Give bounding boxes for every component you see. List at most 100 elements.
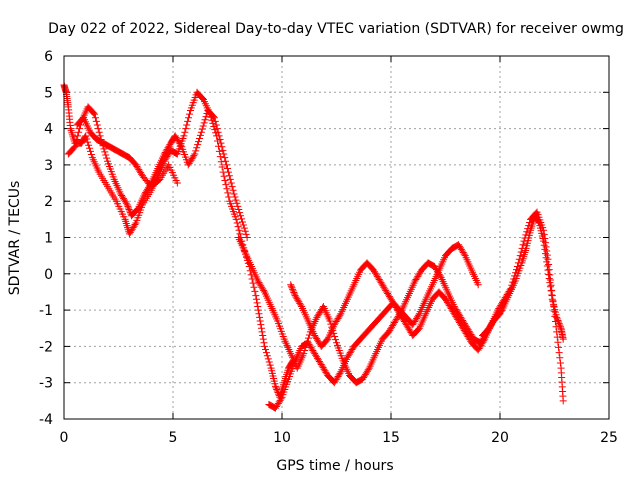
data-point xyxy=(221,154,229,162)
data-point xyxy=(211,117,219,125)
data-point xyxy=(182,125,190,133)
data-point xyxy=(556,323,564,331)
data-point xyxy=(553,333,561,341)
data-point xyxy=(540,237,548,245)
data-point xyxy=(74,132,82,140)
data-point xyxy=(213,125,221,133)
y-tick-label: 3 xyxy=(44,158,53,174)
data-point xyxy=(287,282,295,290)
data-point xyxy=(124,202,132,210)
data-point xyxy=(173,179,181,187)
data-point xyxy=(103,154,111,162)
y-tick-label: -4 xyxy=(39,412,53,428)
data-point xyxy=(545,266,553,274)
data-point xyxy=(260,286,268,294)
data-point xyxy=(180,132,188,140)
data-point xyxy=(198,125,206,133)
data-point xyxy=(86,144,94,152)
data-point xyxy=(262,349,270,357)
data-point xyxy=(547,287,555,295)
data-point xyxy=(91,114,99,122)
data-point xyxy=(217,139,225,147)
data-point xyxy=(548,291,556,299)
data-point xyxy=(230,190,238,198)
data-point xyxy=(261,346,269,354)
data-point xyxy=(241,227,249,235)
data-point xyxy=(545,270,553,278)
data-point xyxy=(197,128,205,136)
data-point xyxy=(216,135,224,143)
data-point xyxy=(266,361,274,369)
data-point xyxy=(214,128,222,136)
data-point xyxy=(540,241,548,249)
data-point xyxy=(220,150,228,158)
data-point xyxy=(250,283,258,291)
data-point xyxy=(209,113,217,121)
x-tick-label: 20 xyxy=(491,430,509,446)
data-point xyxy=(257,321,265,329)
data-point xyxy=(237,212,245,220)
data-point xyxy=(232,215,240,223)
data-point xyxy=(195,134,203,142)
data-point xyxy=(194,141,202,149)
data-point xyxy=(221,176,229,184)
data-point xyxy=(86,147,94,155)
data-point xyxy=(234,223,242,231)
data-point xyxy=(101,148,109,156)
data-point xyxy=(126,207,134,215)
y-tick-label: 2 xyxy=(44,194,53,210)
data-point xyxy=(242,230,250,238)
x-tick-label: 25 xyxy=(600,430,618,446)
data-point xyxy=(184,117,192,125)
data-point xyxy=(93,121,101,129)
data-point xyxy=(219,146,227,154)
data-point xyxy=(474,281,482,289)
data-point xyxy=(546,271,554,279)
data-point xyxy=(546,283,554,291)
data-point xyxy=(277,395,285,403)
data-point xyxy=(541,245,549,253)
data-point xyxy=(288,284,296,292)
data-point xyxy=(190,152,198,160)
data-point xyxy=(515,255,523,263)
y-tick-label: 1 xyxy=(44,231,53,247)
data-point xyxy=(436,272,444,280)
data-point xyxy=(195,138,203,146)
data-point xyxy=(331,333,339,341)
data-point xyxy=(289,285,297,293)
x-tick-label: 0 xyxy=(60,430,69,446)
data-point xyxy=(102,151,110,159)
x-tick-label: 15 xyxy=(382,430,400,446)
data-point xyxy=(193,144,201,152)
data-point xyxy=(186,110,194,118)
chart-title: Day 022 of 2022, Sidereal Day-to-day VTE… xyxy=(48,21,624,37)
data-point xyxy=(131,221,139,229)
grid-lines xyxy=(64,56,609,419)
data-point xyxy=(556,321,564,329)
data-point xyxy=(541,250,549,258)
data-point xyxy=(218,163,226,171)
data-point xyxy=(287,281,295,289)
data-point xyxy=(264,355,272,363)
data-point xyxy=(290,288,298,296)
data-point xyxy=(90,109,98,117)
data-point xyxy=(546,279,554,287)
data-point xyxy=(201,116,209,124)
data-point xyxy=(71,143,79,151)
data-point xyxy=(263,352,271,360)
data-point xyxy=(229,186,237,194)
data-point xyxy=(83,135,91,143)
data-point xyxy=(523,228,531,236)
data-point xyxy=(223,185,231,193)
data-point xyxy=(259,335,267,343)
data-point xyxy=(300,350,308,358)
series-track-e xyxy=(287,241,482,350)
data-point xyxy=(259,332,267,340)
data-point xyxy=(225,193,233,201)
data-point xyxy=(332,336,340,344)
data-point xyxy=(233,219,241,227)
data-point xyxy=(91,110,99,118)
series-track-a xyxy=(60,81,297,401)
data-point xyxy=(559,397,567,405)
